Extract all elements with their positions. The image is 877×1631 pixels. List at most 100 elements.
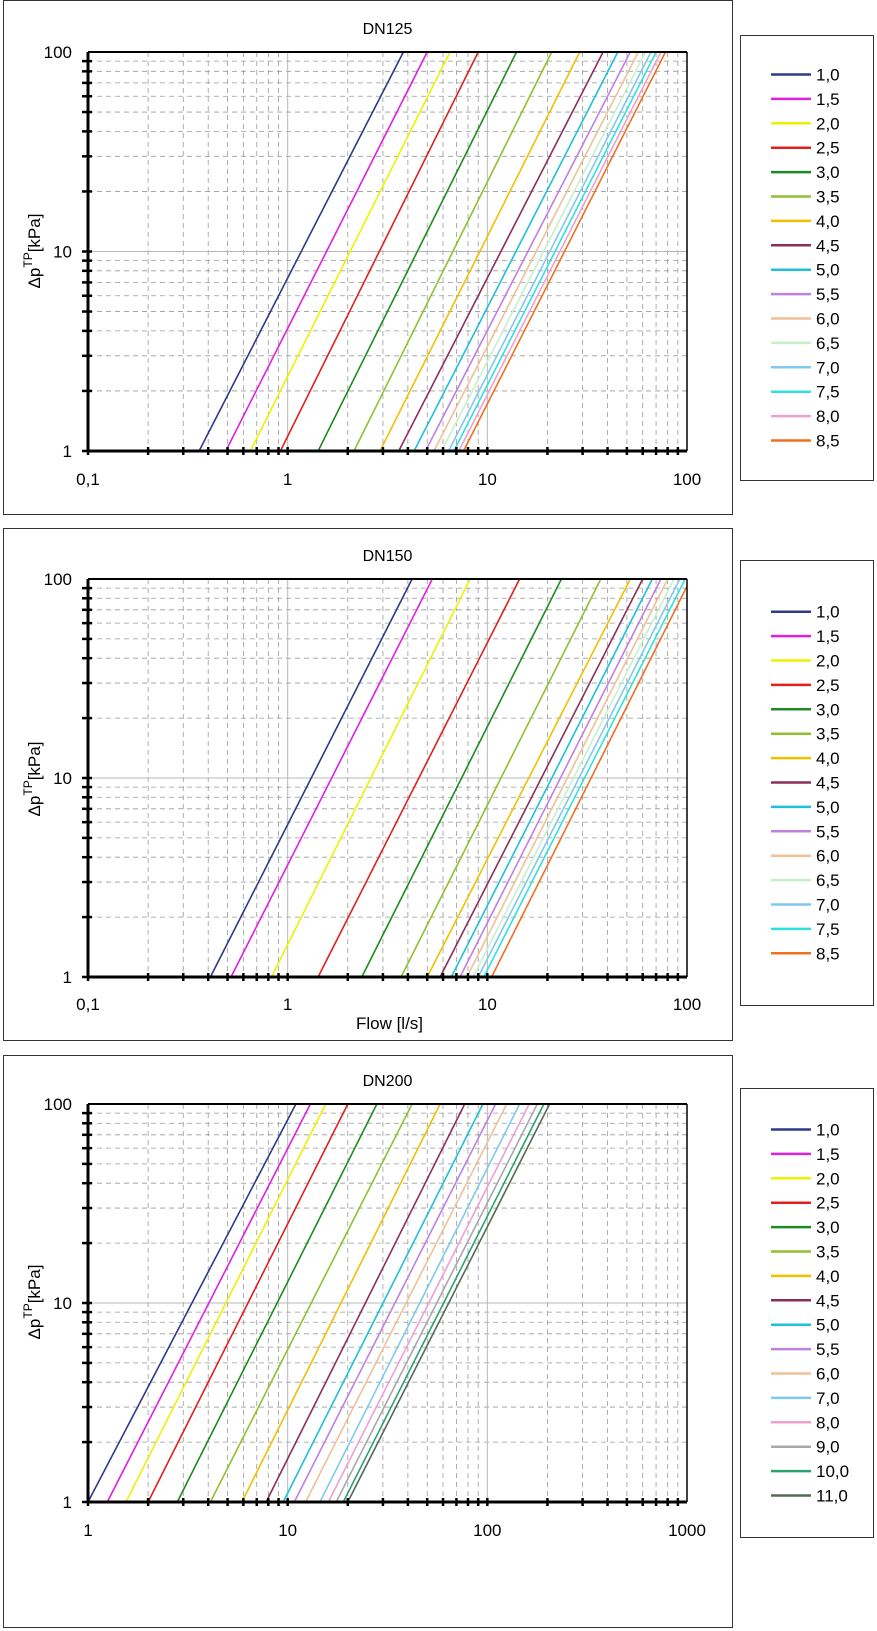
y-tick-label: 10	[53, 1294, 72, 1313]
legend-svg-dn125: 1,0 1,5 2,0 2,5 3,0 3,5 4,0 4,5 5,0 5,5 6,0 6,5 7,0 7…	[771, 66, 840, 451]
legend-label: 1,5	[816, 627, 840, 646]
series-line-4-5	[439, 578, 644, 978]
series-line-4-0	[379, 51, 581, 452]
y-axis-label-sup: TP	[21, 780, 35, 795]
series-line-6-5	[440, 51, 647, 452]
legend-label: 7,0	[816, 1389, 840, 1408]
series-line-1-5	[225, 51, 428, 452]
legend-label: 3,5	[816, 725, 840, 744]
series-line-5-5	[293, 1103, 497, 1503]
series-line-8-0	[458, 51, 662, 452]
series-line-7-0	[319, 1103, 521, 1503]
y-tick-label: 100	[44, 43, 72, 62]
legend-label: 3,5	[816, 1243, 840, 1262]
legend-label: 7,0	[816, 358, 840, 377]
legend-svg-dn200: 1,0 1,5 2,0 2,5 3,0 3,5 4,0 4,5 5,0 5,5 6,0 7,0 8,0 9…	[771, 1121, 849, 1506]
y-axis-label-sup: TP	[21, 1303, 35, 1318]
legend-svg-dn150: 1,0 1,5 2,0 2,5 3,0 3,5 4,0 4,5 5,0 5,5 6,0 6,5 7,0 7…	[771, 603, 840, 963]
x-tick-label: 0,1	[76, 995, 100, 1014]
legend-label: 5,5	[816, 822, 840, 841]
y-tick-label: 100	[44, 1095, 72, 1114]
series-line-5-5	[424, 51, 632, 452]
y-tick-label: 10	[53, 243, 72, 262]
x-tick-label: 10	[478, 995, 497, 1014]
legend-label: 2,0	[816, 652, 840, 671]
legend-label: 5,0	[816, 798, 840, 817]
legend-dn150: 1,0 1,5 2,0 2,5 3,0 3,5 4,0 4,5 5,0 5,5 6,0 6,5 7,0 7…	[740, 560, 874, 1006]
series-line-3-5	[353, 51, 553, 452]
series-line-10-0	[342, 1103, 545, 1503]
series-line-6-0	[304, 1103, 508, 1503]
legend-label: 3,0	[816, 163, 840, 182]
y-axis-label-main: Δp	[25, 796, 44, 817]
legend-label: 6,0	[816, 847, 840, 866]
x-tick-label: 1000	[668, 1521, 706, 1540]
x-tick-label: 1	[283, 995, 292, 1014]
series-line-11-0	[347, 1103, 551, 1503]
chart-panel-dn200: 1 10 100 1000 1 10 100 DN200 ΔpTP[kPa]	[3, 1055, 733, 1628]
x-tick-label: 100	[473, 1521, 501, 1540]
legend-dn125: 1,0 1,5 2,0 2,5 3,0 3,5 4,0 4,5 5,0 5,5 6,0 6,5 7,0 7…	[740, 35, 874, 481]
series-line-1-5	[230, 578, 434, 978]
chart-panel-dn125: 0,1 1 10 100 1 10 100 DN125 ΔpTP[kPa]	[3, 0, 733, 515]
series-line-1-5	[106, 1103, 312, 1503]
legend-label: 2,5	[816, 139, 840, 158]
series-line-3-5	[209, 1103, 413, 1503]
y-axis-label: ΔpTP[kPa]	[21, 742, 44, 817]
y-tick-label: 100	[44, 570, 72, 589]
series-line-4-5	[265, 1103, 466, 1503]
x-tick-label: 100	[673, 995, 701, 1014]
legend-label: 1,5	[816, 1145, 840, 1164]
y-tick-label: 10	[53, 769, 72, 788]
legend-label: 8,5	[816, 944, 840, 963]
series-line-5-0	[413, 51, 619, 452]
legend-label: 2,5	[816, 676, 840, 695]
x-axis-label: Flow [l/s]	[356, 1014, 423, 1033]
series-line-5-0	[282, 1103, 484, 1503]
legend-label: 1,0	[816, 603, 840, 622]
legend-label: 3,0	[816, 1218, 840, 1237]
series-line-9-0	[335, 1103, 539, 1503]
y-tick-label: 1	[63, 442, 72, 461]
y-axis-label-unit: [kPa]	[25, 742, 44, 781]
series-line-4-5	[397, 51, 604, 452]
series-line-6-5	[472, 578, 675, 978]
legend-label: 6,5	[816, 334, 840, 353]
series-line-6-0	[466, 578, 669, 978]
legend-label: 4,5	[816, 774, 840, 793]
legend-label: 6,0	[816, 310, 840, 329]
series-line-7-5	[483, 578, 686, 978]
legend-label: 7,0	[816, 896, 840, 915]
series-group	[198, 51, 667, 452]
legend-label: 3,0	[816, 700, 840, 719]
legend-label: 5,0	[816, 1316, 840, 1335]
series-line-8-0	[327, 1103, 530, 1503]
y-axis-label-sup: TP	[21, 252, 35, 267]
series-line-7-5	[453, 51, 657, 452]
y-axis-label: ΔpTP[kPa]	[21, 214, 44, 289]
series-line-7-0	[477, 578, 681, 978]
legend-label: 4,0	[816, 749, 840, 768]
legend-label: 8,0	[816, 407, 840, 426]
x-tick-label: 1	[283, 470, 292, 489]
x-tick-label: 0,1	[76, 470, 100, 489]
series-line-3-0	[176, 1103, 378, 1503]
series-line-2-5	[147, 1103, 349, 1503]
x-tick-label: 100	[673, 470, 701, 489]
y-axis-label-unit: [kPa]	[25, 1265, 44, 1304]
series-line-6-0	[433, 51, 640, 452]
series-line-2-0	[249, 51, 451, 452]
legend-label: 7,5	[816, 920, 840, 939]
y-axis-label-main: Δp	[25, 268, 44, 289]
legend-label: 9,0	[816, 1438, 840, 1457]
legend-label: 2,0	[816, 1169, 840, 1188]
series-line-2-0	[125, 1103, 327, 1503]
legend-label: 6,5	[816, 871, 840, 890]
series-group	[209, 578, 688, 978]
legend-label: 2,5	[816, 1194, 840, 1213]
legend-label: 1,0	[816, 1121, 840, 1140]
chart-svg-dn200: 1 10 100 1000 1 10 100 DN200 ΔpTP[kPa]	[21, 1073, 706, 1540]
legend-label: 5,0	[816, 261, 840, 280]
series-line-3-0	[317, 51, 518, 452]
